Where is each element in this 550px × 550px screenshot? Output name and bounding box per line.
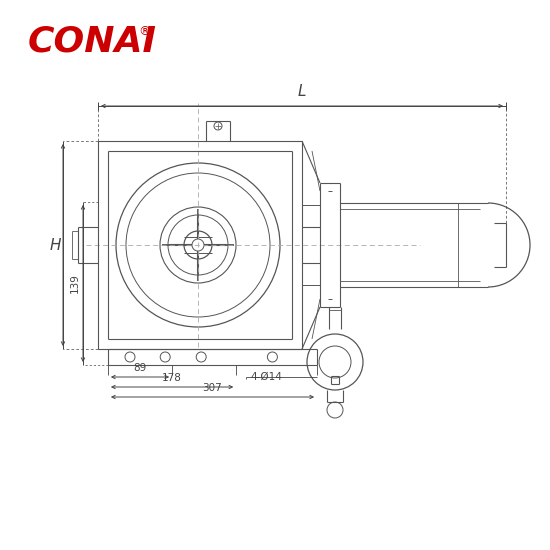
Text: L: L [298,84,306,99]
Text: 307: 307 [202,383,222,393]
Text: H: H [50,238,60,252]
Text: 4-Ø14: 4-Ø14 [250,372,282,382]
Text: 139: 139 [70,273,80,294]
Text: CONAI: CONAI [28,25,157,59]
Text: ®: ® [138,25,151,38]
Text: 178: 178 [162,373,182,383]
Text: 89: 89 [134,363,147,373]
